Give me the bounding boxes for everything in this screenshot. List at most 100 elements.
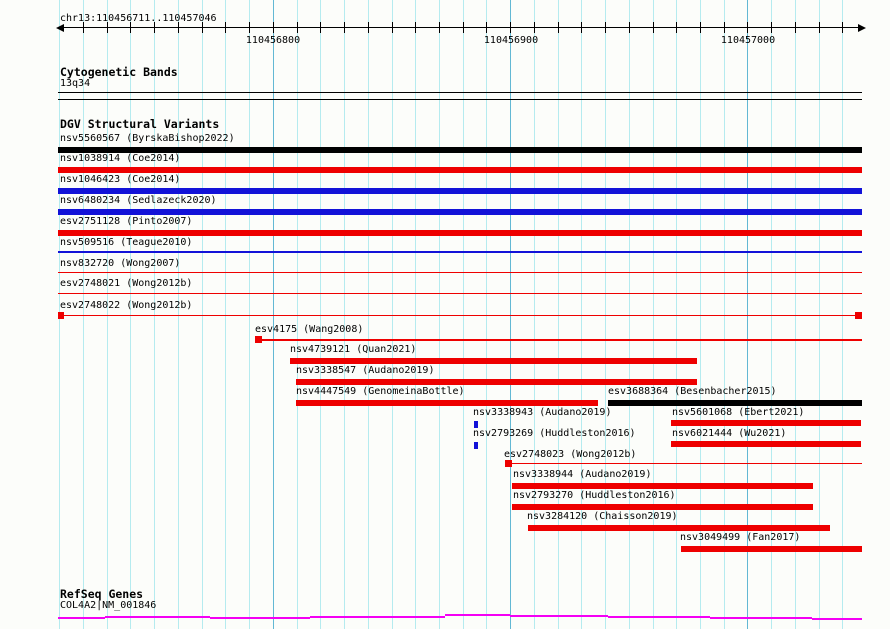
gridline-major <box>510 0 511 629</box>
variant-label-nsv832720[interactable]: nsv832720 (Wong2007) <box>60 258 181 269</box>
ruler-tick <box>676 22 677 33</box>
ruler-tick <box>605 22 606 33</box>
variant-label-nsv5601068[interactable]: nsv5601068 (Ebert2021) <box>672 407 805 418</box>
variant-label-esv2748021[interactable]: esv2748021 (Wong2012b) <box>60 278 193 289</box>
variant-bar-nsv4447549[interactable] <box>296 400 598 406</box>
variant-label-nsv3049499[interactable]: nsv3049499 (Fan2017) <box>680 532 801 543</box>
gridline-minor <box>795 0 796 629</box>
variant-bar-nsv3338944[interactable] <box>512 483 813 489</box>
variant-bar-nsv3284120[interactable] <box>528 525 830 531</box>
variant-label-nsv1038914[interactable]: nsv1038914 (Coe2014) <box>60 153 181 164</box>
gene-line-segment[interactable] <box>310 616 445 618</box>
variant-bar-nsv832720[interactable] <box>58 272 862 273</box>
ruler-tick <box>534 22 535 33</box>
variant-label-esv2748023[interactable]: esv2748023 (Wong2012b) <box>504 449 637 460</box>
variant-bar-esv2748022[interactable] <box>58 312 64 319</box>
ruler-tick <box>320 22 321 33</box>
variant-bar-nsv509516[interactable] <box>58 251 862 253</box>
gene-line-segment[interactable] <box>710 617 812 619</box>
gene-line-segment[interactable] <box>445 614 510 616</box>
variant-bar-nsv2793270[interactable] <box>512 504 813 510</box>
variant-label-nsv1046423[interactable]: nsv1046423 (Coe2014) <box>60 174 181 185</box>
variant-label-nsv4447549[interactable]: nsv4447549 (GenomeinaBottle) <box>296 386 465 397</box>
variant-bar-esv3688364[interactable] <box>608 400 862 406</box>
gene-line-segment[interactable] <box>608 616 710 618</box>
gridline-minor <box>700 0 701 629</box>
variant-bar-nsv3338547[interactable] <box>296 379 697 385</box>
variant-label-nsv3284120[interactable]: nsv3284120 (Chaisson2019) <box>527 511 678 522</box>
variant-bar-nsv4739121[interactable] <box>290 358 697 364</box>
ruler-tick <box>368 22 369 33</box>
variant-label-esv2748022[interactable]: esv2748022 (Wong2012b) <box>60 300 193 311</box>
variant-label-nsv3338944[interactable]: nsv3338944 (Audano2019) <box>513 469 652 480</box>
variant-label-esv2751128[interactable]: esv2751128 (Pinto2007) <box>60 216 193 227</box>
gridline-minor <box>249 0 250 629</box>
variant-bar-esv2748022[interactable] <box>855 312 862 319</box>
refseq-gene-label: COL4A2|NM_001846 <box>60 600 157 611</box>
gridline-minor <box>771 0 772 629</box>
ruler-tick <box>273 22 274 33</box>
variant-label-esv3688364[interactable]: esv3688364 (Besenbacher2015) <box>608 386 777 397</box>
ruler-tick <box>486 22 487 33</box>
variant-bar-nsv3049499[interactable] <box>681 546 862 552</box>
gridline-minor <box>225 0 226 629</box>
gene-line-segment[interactable] <box>58 617 105 619</box>
gridline-minor <box>819 0 820 629</box>
ruler-tick <box>581 22 582 33</box>
gene-line-segment[interactable] <box>105 616 210 618</box>
gridline-minor <box>842 0 843 629</box>
gridline-minor <box>463 0 464 629</box>
variant-label-nsv6480234[interactable]: nsv6480234 (Sedlazeck2020) <box>60 195 217 206</box>
ruler-tick <box>724 22 725 33</box>
variant-label-nsv3338943[interactable]: nsv3338943 (Audano2019) <box>473 407 612 418</box>
ruler-tick <box>439 22 440 33</box>
cytogenetic-band-label: 13q34 <box>60 78 91 89</box>
variant-bar-esv2748023[interactable] <box>505 460 512 467</box>
variant-label-nsv5560567[interactable]: nsv5560567 (ByrskaBishop2022) <box>60 133 235 144</box>
ruler-right-arrow-icon <box>858 24 866 32</box>
ruler-tick <box>629 22 630 33</box>
gridline-minor <box>83 0 84 629</box>
ruler-tick <box>795 22 796 33</box>
gene-line-segment[interactable] <box>210 617 310 619</box>
variant-bar-nsv5601068[interactable] <box>671 420 861 426</box>
gene-line-segment[interactable] <box>510 615 608 617</box>
ruler-tick <box>297 22 298 33</box>
gridline-minor <box>320 0 321 629</box>
variant-bar-nsv2793269[interactable] <box>474 442 478 449</box>
variant-label-nsv4739121[interactable]: nsv4739121 (Quan2021) <box>290 344 417 355</box>
gridline-minor <box>107 0 108 629</box>
gene-line-segment[interactable] <box>812 618 862 620</box>
ruler-tick <box>249 22 250 33</box>
cytogenetic-band-box[interactable] <box>58 92 862 100</box>
variant-label-nsv509516[interactable]: nsv509516 (Teague2010) <box>60 237 193 248</box>
ruler-tick <box>154 22 155 33</box>
ruler-axis-line <box>60 27 858 28</box>
variant-label-nsv6021444[interactable]: nsv6021444 (Wu2021) <box>672 428 787 439</box>
gridline-minor <box>154 0 155 629</box>
variant-label-nsv3338547[interactable]: nsv3338547 (Audano2019) <box>296 365 435 376</box>
ruler-tick <box>558 22 559 33</box>
gridline-minor <box>392 0 393 629</box>
gridline-minor <box>178 0 179 629</box>
variant-bar-esv2748022[interactable] <box>58 315 858 316</box>
gridline-minor <box>486 0 487 629</box>
gridline-minor <box>344 0 345 629</box>
gridline-minor <box>724 0 725 629</box>
variant-bar-esv2751128[interactable] <box>58 230 862 236</box>
refseq-genes-heading: RefSeq Genes <box>60 587 144 601</box>
variant-label-nsv2793269[interactable]: nsv2793269 (Huddleston2016) <box>473 428 636 439</box>
variant-bar-nsv1038914[interactable] <box>58 167 862 173</box>
variant-bar-esv2748021[interactable] <box>58 293 862 294</box>
variant-bar-nsv6021444[interactable] <box>671 441 861 447</box>
variant-bar-nsv1046423[interactable] <box>58 188 862 194</box>
variant-bar-esv4175[interactable] <box>255 339 862 341</box>
variant-bar-esv2748023[interactable] <box>505 463 862 464</box>
variant-bar-nsv3338943[interactable] <box>474 421 478 428</box>
variant-bar-nsv6480234[interactable] <box>58 209 862 215</box>
variant-bar-nsv5560567[interactable] <box>58 147 862 153</box>
variant-label-esv4175[interactable]: esv4175 (Wang2008) <box>255 324 364 335</box>
variant-label-nsv2793270[interactable]: nsv2793270 (Huddleston2016) <box>513 490 676 501</box>
variant-bar-esv4175[interactable] <box>255 336 262 343</box>
